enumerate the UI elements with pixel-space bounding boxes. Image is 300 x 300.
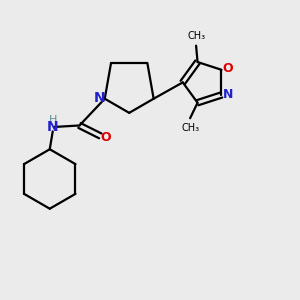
Text: CH₃: CH₃	[181, 123, 199, 133]
Text: N: N	[47, 120, 58, 134]
Text: CH₃: CH₃	[187, 31, 205, 41]
Text: N: N	[94, 91, 105, 105]
Text: N: N	[223, 88, 233, 101]
Text: H: H	[49, 116, 57, 125]
Text: O: O	[223, 62, 233, 75]
Text: O: O	[100, 131, 111, 144]
